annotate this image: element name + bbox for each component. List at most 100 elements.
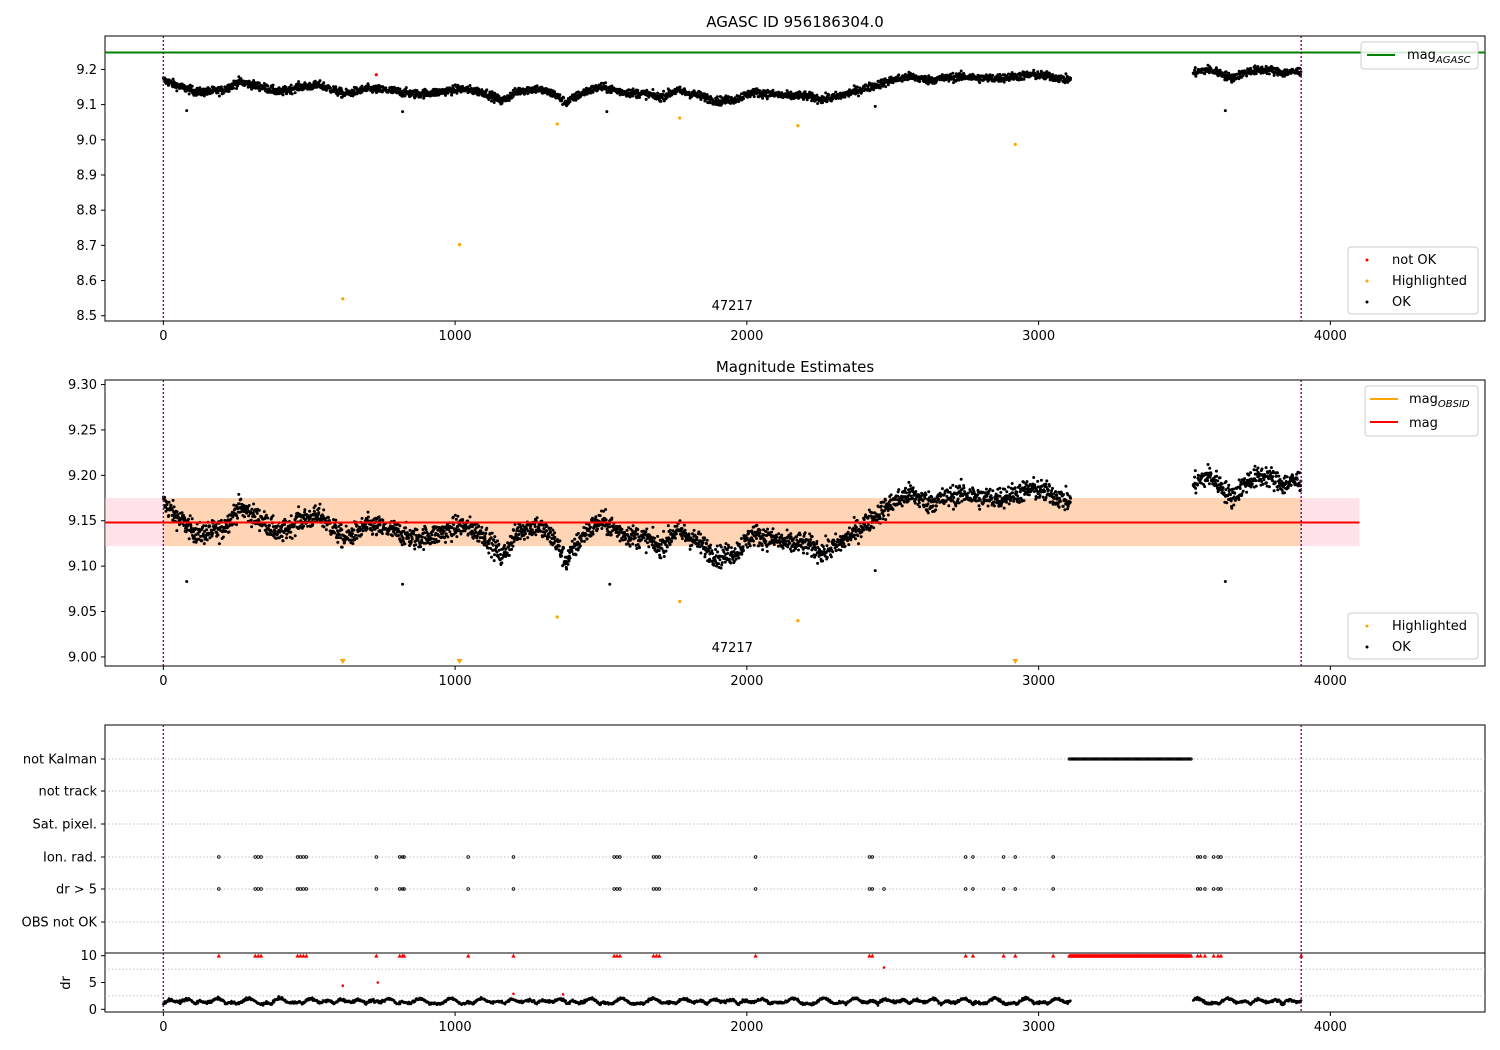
ok-point — [398, 87, 402, 91]
ok-point — [547, 535, 551, 539]
ok-point — [737, 542, 741, 546]
ok-point — [1193, 66, 1197, 70]
ok-point — [628, 544, 632, 548]
panel-agasc-legend-bottom: not OK Highlighted OK — [1347, 246, 1479, 315]
ok-point — [578, 544, 582, 548]
y-tick-label: 9.05 — [68, 605, 97, 620]
ok-point — [317, 511, 321, 515]
ok-point — [775, 535, 779, 539]
ok-point — [843, 95, 847, 99]
ok-point — [551, 528, 555, 532]
ok-point — [727, 545, 731, 549]
ok-point — [699, 90, 702, 94]
ok-point — [340, 528, 344, 532]
ok-point — [705, 538, 709, 542]
ok-point — [381, 518, 385, 522]
ok-point — [366, 515, 370, 519]
ok-point — [668, 528, 672, 532]
ok-point — [729, 561, 733, 565]
ok-point — [507, 553, 511, 557]
ok-point — [403, 542, 407, 546]
panel-agasc-plot-area — [105, 36, 1485, 321]
ok-point — [232, 86, 235, 90]
ok-point — [628, 95, 632, 99]
ok-point — [497, 542, 501, 546]
ok-point — [404, 526, 408, 530]
ok-point — [604, 81, 608, 85]
ok-point — [247, 504, 251, 507]
ok-point — [757, 544, 761, 548]
ok-point — [771, 527, 775, 531]
ok-point — [217, 94, 221, 98]
ok-point — [250, 525, 254, 529]
ok-point — [534, 533, 538, 537]
ok-point — [714, 548, 718, 551]
ok-point — [695, 538, 699, 542]
ok-point — [533, 525, 537, 528]
ok-point — [691, 532, 694, 536]
ok-point — [703, 555, 707, 559]
ok-point — [604, 518, 608, 522]
y-tick-label: 9.0 — [76, 133, 97, 148]
ok-point — [188, 514, 192, 518]
ok-point — [262, 510, 266, 514]
ok-point — [530, 528, 534, 532]
ok-point — [391, 534, 394, 538]
ok-point — [398, 524, 402, 528]
ok-point — [378, 523, 382, 527]
ok-point — [430, 533, 434, 537]
ok-point — [591, 532, 595, 536]
ok-point — [420, 535, 424, 539]
ok-point — [334, 526, 338, 530]
ok-point — [674, 532, 678, 536]
ok-point — [419, 545, 423, 549]
ok-point — [344, 524, 348, 528]
ok-point — [175, 510, 179, 514]
ok-point — [705, 542, 709, 546]
ok-point — [666, 524, 670, 528]
ok-point — [535, 516, 539, 520]
ok-point — [448, 530, 452, 534]
ok-point — [780, 533, 784, 537]
ok-point — [365, 88, 369, 92]
ok-point — [558, 93, 562, 97]
ok-point — [752, 539, 755, 543]
ok-point — [270, 530, 274, 534]
ok-point — [450, 93, 454, 97]
ok-point — [562, 96, 566, 100]
ok-point — [523, 532, 527, 536]
ok-point — [742, 549, 745, 552]
ok-point — [758, 89, 762, 93]
ok-point — [739, 537, 743, 540]
ok-point — [271, 514, 275, 518]
legend-label-mag-agasc-main: mag — [1407, 48, 1436, 63]
ok-point — [361, 529, 365, 533]
ok-point — [616, 527, 620, 531]
ok-point — [487, 551, 491, 555]
x-tick-label: 3000 — [1022, 674, 1055, 689]
ok-point — [360, 516, 364, 520]
ok-point — [589, 525, 592, 529]
ok-point — [185, 109, 189, 113]
ok-point — [699, 532, 702, 536]
ok-point — [264, 524, 268, 528]
ok-point — [243, 515, 246, 519]
ok-point — [659, 556, 663, 560]
ok-point — [1241, 74, 1245, 77]
ok-point — [351, 532, 355, 536]
legend-marker-ok — [1365, 300, 1369, 304]
ok-point — [1194, 74, 1198, 78]
ok-point — [646, 541, 649, 545]
ok-point — [726, 98, 730, 102]
ok-point — [918, 80, 922, 84]
ok-point — [219, 518, 223, 522]
ok-point — [456, 514, 460, 518]
ok-point — [328, 86, 332, 90]
ok-point — [266, 84, 270, 88]
ok-point — [500, 561, 504, 565]
ok-point — [598, 514, 602, 518]
ok-point — [703, 536, 706, 540]
ok-point — [493, 535, 497, 539]
ok-point — [205, 538, 209, 542]
ok-point — [290, 92, 294, 96]
